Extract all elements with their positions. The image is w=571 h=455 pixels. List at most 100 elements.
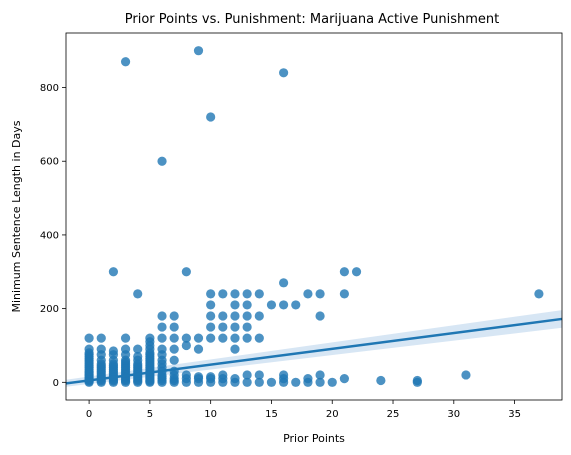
data-point-172 — [242, 370, 252, 380]
x-tick-label: 15 — [265, 409, 278, 420]
data-point-191 — [291, 377, 301, 387]
x-axis-ticks: 0 5 10 15 20 25 30 35 — [86, 400, 521, 420]
data-point-143 — [193, 372, 204, 382]
data-point-133 — [169, 322, 179, 332]
data-point-184 — [266, 300, 277, 310]
data-point-182 — [254, 289, 264, 299]
x-tick-label: 20 — [326, 409, 339, 420]
data-point-173 — [242, 333, 252, 343]
y-tick-label: 800 — [40, 83, 59, 94]
data-point-134 — [169, 311, 179, 321]
y-tick-label: 600 — [40, 157, 59, 168]
data-point-171 — [242, 377, 252, 387]
data-point-69 — [120, 333, 131, 343]
data-point-152 — [206, 311, 216, 321]
data-point-201 — [339, 374, 349, 384]
data-point-208 — [461, 370, 471, 380]
data-point-168 — [230, 311, 240, 321]
data-point-160 — [218, 322, 228, 332]
data-point-85 — [133, 344, 143, 354]
data-point-146 — [193, 46, 204, 56]
data-point-140 — [181, 267, 191, 277]
data-point-151 — [206, 322, 216, 332]
data-point-158 — [218, 370, 228, 380]
data-point-149 — [206, 372, 216, 382]
data-point-35 — [96, 344, 106, 354]
data-point-159 — [218, 333, 228, 343]
data-point-187 — [279, 370, 289, 380]
data-point-209 — [534, 289, 544, 299]
data-point-132 — [169, 333, 179, 343]
y-tick-label: 200 — [40, 304, 59, 315]
data-point-150 — [206, 333, 216, 343]
data-point-162 — [218, 289, 228, 299]
x-axis-title: Prior Points — [283, 432, 345, 445]
data-point-203 — [339, 267, 349, 277]
data-points — [84, 46, 544, 387]
data-point-164 — [230, 374, 240, 384]
data-point-123 — [157, 311, 167, 321]
data-point-178 — [254, 377, 264, 387]
data-point-169 — [230, 300, 240, 310]
data-point-84 — [133, 351, 143, 362]
x-tick-label: 10 — [204, 409, 217, 420]
x-tick-label: 30 — [447, 409, 460, 420]
data-point-197 — [315, 370, 325, 380]
data-point-181 — [254, 311, 264, 321]
data-point-175 — [242, 311, 252, 321]
data-point-207 — [412, 375, 422, 386]
data-point-189 — [279, 278, 289, 288]
data-point-205 — [376, 375, 386, 386]
data-point-199 — [315, 289, 325, 299]
data-point-68 — [120, 344, 131, 354]
data-point-86 — [133, 289, 143, 299]
data-point-20 — [84, 333, 94, 343]
data-point-200 — [327, 377, 337, 387]
plot-area-frame — [65, 32, 563, 401]
data-point-144 — [193, 344, 204, 354]
regression-line — [65, 317, 563, 385]
y-axis-title: Minimum Sentence Length in Days — [10, 120, 23, 312]
x-tick-label: 25 — [387, 409, 400, 420]
data-point-167 — [230, 322, 240, 332]
data-point-36 — [96, 333, 106, 343]
data-point-194 — [303, 374, 313, 384]
data-point-195 — [303, 289, 313, 299]
data-point-109 — [145, 333, 155, 343]
data-point-192 — [291, 300, 301, 310]
data-point-52 — [108, 267, 119, 277]
data-point-137 — [181, 370, 191, 380]
chart-title: Prior Points vs. Punishment: Marijuana A… — [125, 12, 500, 27]
x-tick-label: 35 — [508, 409, 521, 420]
y-axis-ticks: 0 200 400 600 800 — [40, 83, 66, 389]
data-point-154 — [206, 289, 216, 299]
data-point-70 — [120, 57, 131, 67]
data-point-204 — [351, 267, 362, 277]
data-point-51 — [108, 346, 119, 356]
data-point-145 — [193, 333, 204, 343]
data-point-139 — [181, 333, 191, 343]
x-tick-label: 5 — [147, 409, 153, 420]
data-point-131 — [169, 344, 179, 354]
data-point-161 — [218, 311, 228, 321]
data-point-190 — [279, 68, 289, 78]
data-point-176 — [242, 300, 252, 310]
data-point-155 — [206, 112, 216, 122]
data-point-196 — [315, 377, 325, 387]
data-point-165 — [230, 344, 240, 354]
data-point-174 — [242, 322, 252, 332]
data-point-183 — [266, 377, 277, 387]
y-tick-label: 400 — [40, 230, 59, 241]
y-tick-label: 0 — [53, 378, 59, 389]
data-point-202 — [339, 289, 349, 299]
data-point-177 — [242, 289, 252, 299]
x-tick-label: 0 — [86, 409, 92, 420]
data-point-180 — [254, 333, 264, 343]
data-point-170 — [230, 289, 240, 299]
data-point-166 — [230, 333, 240, 343]
data-point-188 — [279, 300, 289, 310]
data-point-124 — [157, 156, 167, 166]
data-point-19 — [84, 344, 94, 354]
data-point-179 — [254, 370, 264, 380]
data-point-138 — [181, 340, 191, 351]
